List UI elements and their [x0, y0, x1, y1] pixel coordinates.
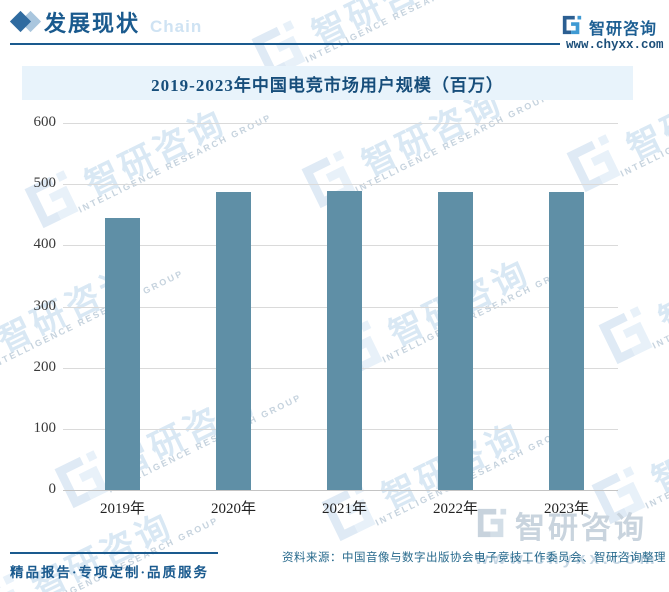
source-note: 资料来源：中国音像与数字出版协会电子竞技工作委员会、智研咨询整理 — [282, 552, 666, 564]
watermark-brand-en: INTELLIGENCE RESEARCH GROUP — [643, 408, 669, 511]
watermark-brand: 智研咨询 — [653, 239, 669, 340]
maze-logo-icon — [566, 134, 621, 193]
brand-logo-icon — [561, 14, 583, 41]
watermark-brand-en: INTELLIGENCE RESEARCH GROUP — [303, 0, 501, 65]
header-divider — [10, 43, 560, 45]
footer-tagline: 精品报告·专项定制·品质服务 — [10, 565, 210, 580]
gridline — [63, 123, 618, 124]
y-axis-label: 0 — [48, 481, 57, 497]
y-axis-label: 500 — [33, 175, 57, 192]
footer-divider — [10, 552, 218, 554]
bar-2020年 — [216, 191, 251, 490]
brand-name: 智研咨询 — [589, 21, 658, 38]
maze-logo-icon — [562, 15, 582, 34]
bar-2023年 — [549, 191, 584, 490]
maze-logo-icon — [591, 466, 646, 525]
watermark-brand: 智研咨询 — [306, 0, 460, 54]
chart-title-band: 2019-2023年中国电竞市场用户规模（百万） — [22, 66, 633, 100]
x-axis-label: 2019年 — [99, 501, 145, 517]
watermark-brand-en: INTELLIGENCE RESEARCH GROUP — [650, 248, 669, 351]
x-axis-label: 2021年 — [321, 501, 367, 517]
brand-url-link[interactable]: www.chyxx.com — [566, 38, 664, 52]
y-axis-label: 400 — [33, 236, 57, 253]
x-axis-label: 2023年 — [543, 501, 589, 517]
y-axis-label: 200 — [33, 358, 57, 375]
bar-2022年 — [438, 191, 473, 490]
x-axis-label: 2020年 — [210, 501, 256, 517]
x-axis-label: 2022年 — [432, 501, 478, 517]
y-axis-label: 100 — [33, 419, 57, 436]
gridline — [63, 184, 618, 186]
brand-logo: 智研咨询 — [561, 15, 666, 39]
bar-2019年 — [105, 217, 140, 490]
gridline — [63, 490, 618, 491]
maze-logo-icon — [598, 306, 653, 365]
diamond-icon — [9, 10, 46, 34]
watermark-brand-en: INTELLIGENCE RESEARCH GROUP — [380, 261, 578, 365]
y-axis-label: 300 — [33, 297, 57, 314]
section-title: 发展现状 — [44, 11, 141, 36]
watermark-brand-en: INTELLIGENCE RESEARCH GROUP — [353, 91, 551, 195]
header-watermark-text: Chain — [150, 17, 203, 36]
bar-2021年 — [327, 190, 362, 490]
chart-title: 2019-2023年中国电竞市场用户规模（百万） — [151, 75, 504, 95]
watermark-brand-en: INTELLIGENCE RESEARCH GROUP — [0, 267, 186, 371]
watermark-brand: 智研咨询 — [79, 103, 233, 204]
watermark-brand: 智研咨询 — [646, 399, 669, 500]
y-axis-label: 600 — [33, 114, 57, 130]
